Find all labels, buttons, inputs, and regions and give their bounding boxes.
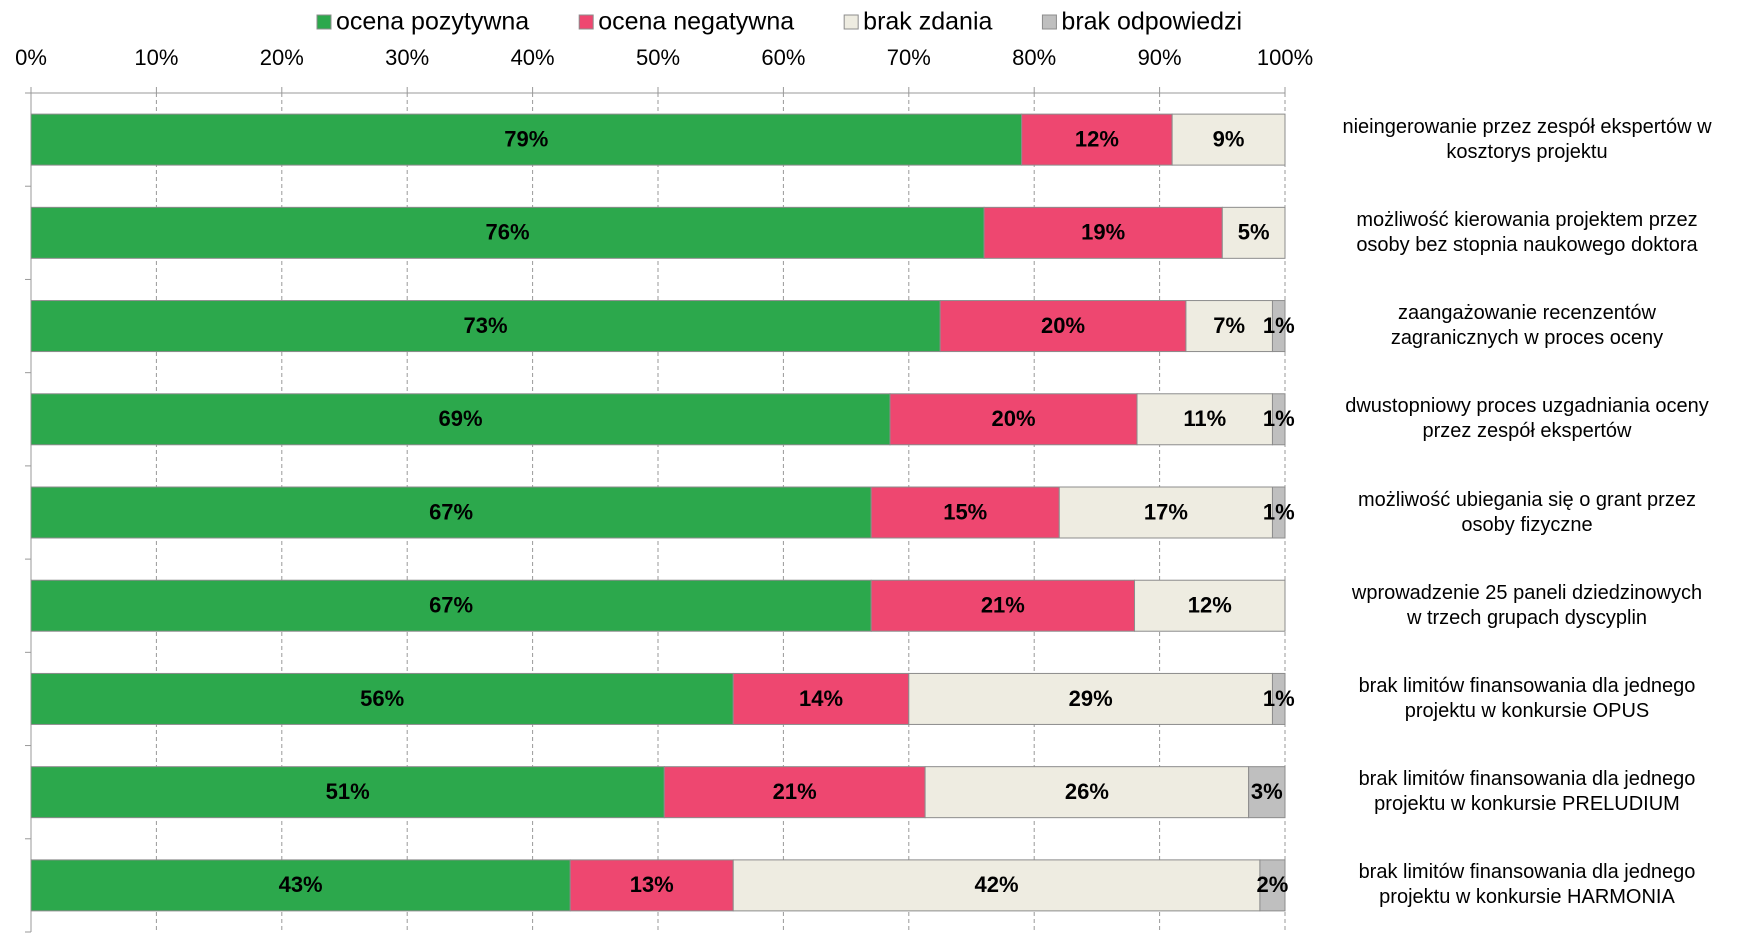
bar-segment	[1185, 300, 1273, 353]
legend-swatch	[843, 14, 859, 30]
data-label: 7%	[1213, 313, 1245, 338]
bar-segment	[569, 859, 734, 912]
bar-segment	[30, 672, 734, 725]
legend-label: brak zdania	[863, 8, 992, 36]
bar-segment	[1221, 206, 1286, 259]
category-label: dwustopniowy proces uzgadniania oceny pr…	[1345, 395, 1709, 443]
legend-label: ocena pozytywna	[336, 8, 529, 36]
bar-segment	[663, 766, 926, 819]
data-label: 13%	[630, 872, 674, 897]
legend-swatch	[316, 14, 332, 30]
data-label: 1%	[1263, 313, 1295, 338]
x-tick-label: 0%	[15, 45, 47, 70]
data-label: 2%	[1257, 872, 1289, 897]
data-label: 56%	[360, 686, 404, 711]
x-tick-label: 60%	[761, 45, 805, 70]
data-label: 42%	[975, 872, 1019, 897]
data-label: 14%	[799, 686, 843, 711]
bar-segment	[889, 393, 1138, 446]
category-label: wprowadzenie 25 paneli dziedzinowych w t…	[1351, 581, 1703, 629]
x-tick-label: 30%	[385, 45, 429, 70]
data-label: 51%	[326, 779, 370, 804]
bar-segment	[30, 113, 1023, 166]
bar-segment	[30, 206, 985, 259]
data-label: 43%	[279, 872, 323, 897]
bar-segment	[30, 859, 571, 912]
bar-segment	[870, 486, 1060, 539]
data-label: 20%	[991, 406, 1035, 431]
data-label: 12%	[1075, 126, 1119, 151]
data-label: 67%	[429, 499, 473, 524]
data-label: 73%	[464, 313, 508, 338]
bar-segment	[1271, 672, 1286, 725]
x-tick-label: 80%	[1012, 45, 1056, 70]
category-label: brak limitów finansowania dla jednego pr…	[1358, 674, 1696, 722]
bar-segment	[30, 300, 941, 353]
bar-segment	[30, 766, 665, 819]
bar-segment	[1134, 579, 1286, 632]
bar-segment	[1271, 300, 1286, 353]
bar-segment	[983, 206, 1223, 259]
data-label: 76%	[485, 220, 529, 245]
category-label: nieingerowanie przez zespół ekspertów w …	[1342, 115, 1712, 163]
data-label: 1%	[1263, 406, 1295, 431]
legend-swatch	[1041, 14, 1057, 30]
data-label: 3%	[1251, 779, 1283, 804]
x-tick-label: 50%	[636, 45, 680, 70]
data-label: 9%	[1213, 126, 1245, 151]
data-label: 17%	[1144, 499, 1188, 524]
category-label: brak limitów finansowania dla jednego pr…	[1358, 768, 1696, 816]
data-label: 15%	[943, 499, 987, 524]
data-label: 21%	[981, 593, 1025, 618]
bar-segment	[908, 672, 1273, 725]
bar-segment	[30, 486, 872, 539]
data-label: 26%	[1065, 779, 1109, 804]
bar-segment	[1171, 113, 1286, 166]
bar-segment	[1248, 766, 1286, 819]
category-label: możliwość ubiegania się o grant przez os…	[1358, 488, 1696, 536]
category-label: brak limitów finansowania dla jednego pr…	[1358, 861, 1696, 909]
data-label: 21%	[773, 779, 817, 804]
bar-segment	[1271, 393, 1286, 446]
data-label: 1%	[1263, 499, 1295, 524]
bar-segment	[870, 579, 1136, 632]
bar-segment	[1021, 113, 1173, 166]
bar-segment	[1259, 859, 1286, 912]
data-label: 1%	[1263, 686, 1295, 711]
data-label: 79%	[504, 126, 548, 151]
bar-segment	[1271, 486, 1286, 539]
legend-label: brak odpowiedzi	[1061, 8, 1242, 36]
data-label: 20%	[1041, 313, 1085, 338]
x-tick-label: 40%	[511, 45, 555, 70]
legend-label: ocena negatywna	[598, 8, 794, 36]
data-label: 69%	[438, 406, 482, 431]
x-tick-label: 10%	[134, 45, 178, 70]
data-label: 5%	[1238, 220, 1270, 245]
x-tick-label: 90%	[1138, 45, 1182, 70]
x-tick-label: 70%	[887, 45, 931, 70]
category-label: zaangażowanie recenzentów zagranicznych …	[1390, 302, 1664, 350]
x-tick-label: 100%	[1257, 45, 1313, 70]
category-label: możliwość kierowania projektem przez oso…	[1356, 208, 1698, 256]
data-label: 19%	[1081, 220, 1125, 245]
bar-segment	[924, 766, 1250, 819]
x-tick-label: 20%	[260, 45, 304, 70]
data-label: 11%	[1183, 406, 1226, 431]
bar-segment	[939, 300, 1187, 353]
data-label: 67%	[429, 593, 473, 618]
data-label: 29%	[1069, 686, 1113, 711]
data-label: 12%	[1188, 593, 1232, 618]
legend-swatch	[578, 14, 594, 30]
